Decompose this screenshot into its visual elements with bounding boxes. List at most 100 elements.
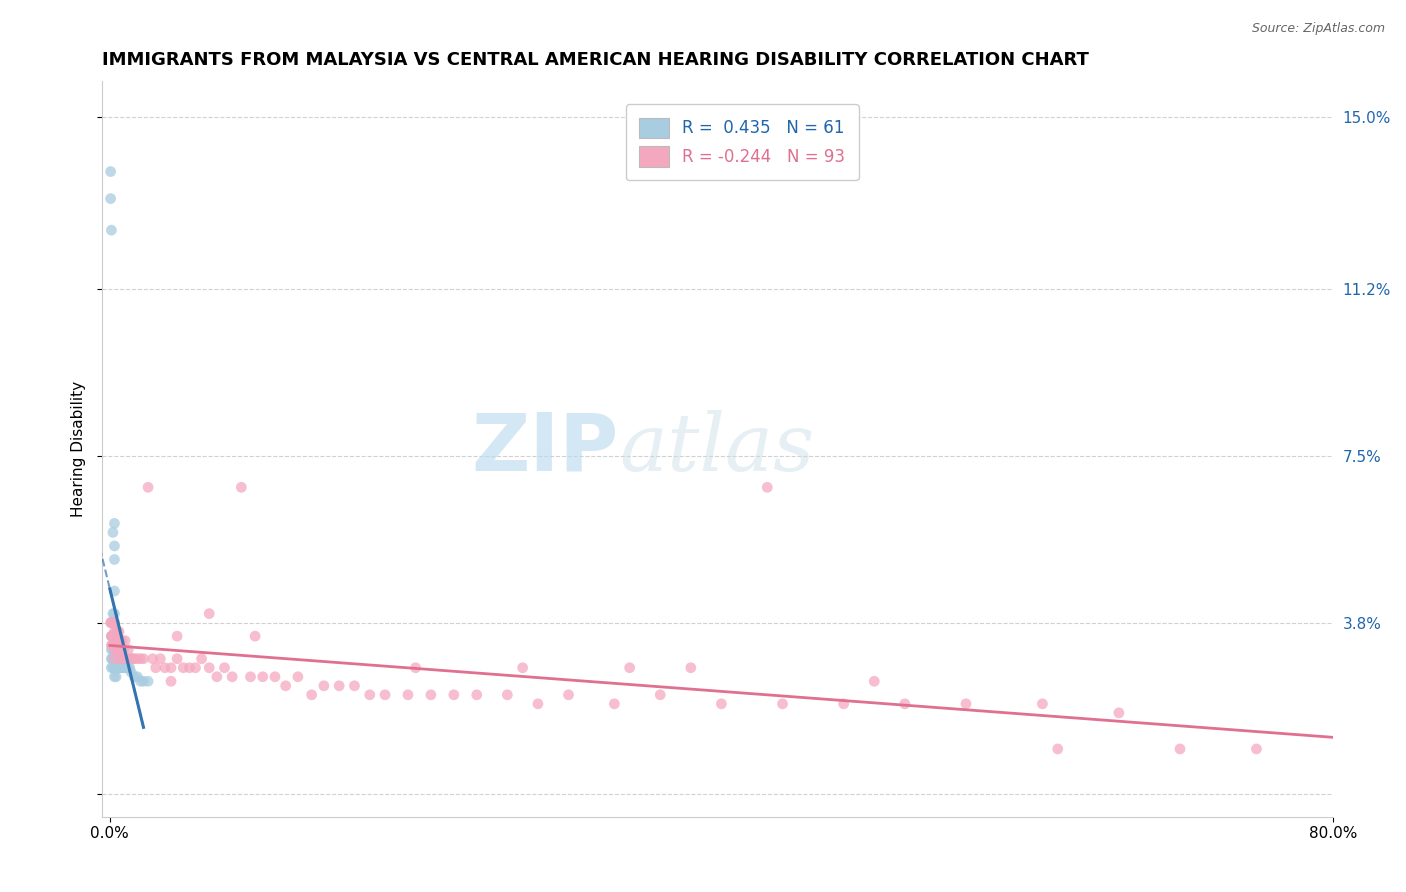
Point — [198, 607, 221, 621]
Point — [101, 615, 124, 630]
Point — [108, 624, 131, 639]
Point — [100, 615, 122, 630]
Point — [129, 651, 152, 665]
Point — [104, 670, 127, 684]
Text: atlas: atlas — [619, 410, 814, 488]
Point — [101, 525, 124, 540]
Point — [136, 480, 159, 494]
Point — [103, 615, 125, 630]
Point — [101, 638, 124, 652]
Point — [120, 665, 142, 680]
Point — [198, 661, 221, 675]
Point — [107, 633, 129, 648]
Point — [104, 642, 127, 657]
Point — [136, 674, 159, 689]
Point — [103, 661, 125, 675]
Point — [107, 629, 129, 643]
Point — [104, 633, 127, 648]
Point — [111, 651, 134, 665]
Point — [405, 661, 427, 675]
Point — [619, 661, 641, 675]
Point — [149, 651, 172, 665]
Point — [359, 688, 381, 702]
Point — [124, 651, 146, 665]
Point — [101, 615, 124, 630]
Point — [465, 688, 488, 702]
Point — [274, 679, 297, 693]
Point — [114, 651, 136, 665]
Point — [101, 642, 124, 657]
Point — [179, 661, 201, 675]
Point — [103, 539, 125, 553]
Point — [108, 661, 131, 675]
Point — [103, 552, 125, 566]
Point — [160, 661, 183, 675]
Point — [107, 651, 129, 665]
Point — [142, 651, 165, 665]
Point — [100, 223, 122, 237]
Point — [115, 661, 138, 675]
Point — [863, 674, 886, 689]
Point — [103, 629, 125, 643]
Point — [103, 670, 125, 684]
Point — [100, 642, 122, 657]
Point — [756, 480, 779, 494]
Point — [118, 661, 141, 675]
Point — [301, 688, 323, 702]
Point — [772, 697, 794, 711]
Point — [114, 661, 136, 675]
Point — [104, 661, 127, 675]
Point — [103, 516, 125, 531]
Point — [103, 633, 125, 648]
Point — [132, 651, 155, 665]
Point — [111, 633, 134, 648]
Point — [114, 651, 136, 665]
Point — [110, 651, 132, 665]
Point — [172, 661, 194, 675]
Text: IMMIGRANTS FROM MALAYSIA VS CENTRAL AMERICAN HEARING DISABILITY CORRELATION CHAR: IMMIGRANTS FROM MALAYSIA VS CENTRAL AMER… — [103, 51, 1090, 69]
Point — [100, 192, 122, 206]
Point — [328, 679, 350, 693]
Point — [153, 661, 176, 675]
Point — [145, 661, 167, 675]
Point — [111, 661, 134, 675]
Point — [100, 615, 122, 630]
Point — [112, 661, 135, 675]
Point — [101, 629, 124, 643]
Point — [101, 651, 124, 665]
Point — [443, 688, 465, 702]
Point — [101, 638, 124, 652]
Point — [101, 629, 124, 643]
Point — [103, 607, 125, 621]
Point — [107, 624, 129, 639]
Point — [129, 674, 152, 689]
Point — [112, 642, 135, 657]
Point — [110, 661, 132, 675]
Point — [1168, 742, 1191, 756]
Point — [107, 661, 129, 675]
Point — [100, 615, 122, 630]
Point — [312, 679, 335, 693]
Point — [103, 651, 125, 665]
Point — [100, 651, 122, 665]
Point — [101, 615, 124, 630]
Point — [107, 642, 129, 657]
Point — [108, 651, 131, 665]
Point — [1031, 697, 1053, 711]
Point — [221, 670, 243, 684]
Y-axis label: Hearing Disability: Hearing Disability — [72, 381, 86, 517]
Text: Source: ZipAtlas.com: Source: ZipAtlas.com — [1251, 22, 1385, 36]
Point — [166, 629, 188, 643]
Point — [100, 638, 122, 652]
Point — [117, 661, 139, 675]
Point — [264, 670, 287, 684]
Point — [679, 661, 702, 675]
Point — [512, 661, 534, 675]
Point — [104, 624, 127, 639]
Point — [101, 651, 124, 665]
Point — [110, 642, 132, 657]
Point — [214, 661, 236, 675]
Point — [252, 670, 274, 684]
Point — [107, 642, 129, 657]
Point — [650, 688, 672, 702]
